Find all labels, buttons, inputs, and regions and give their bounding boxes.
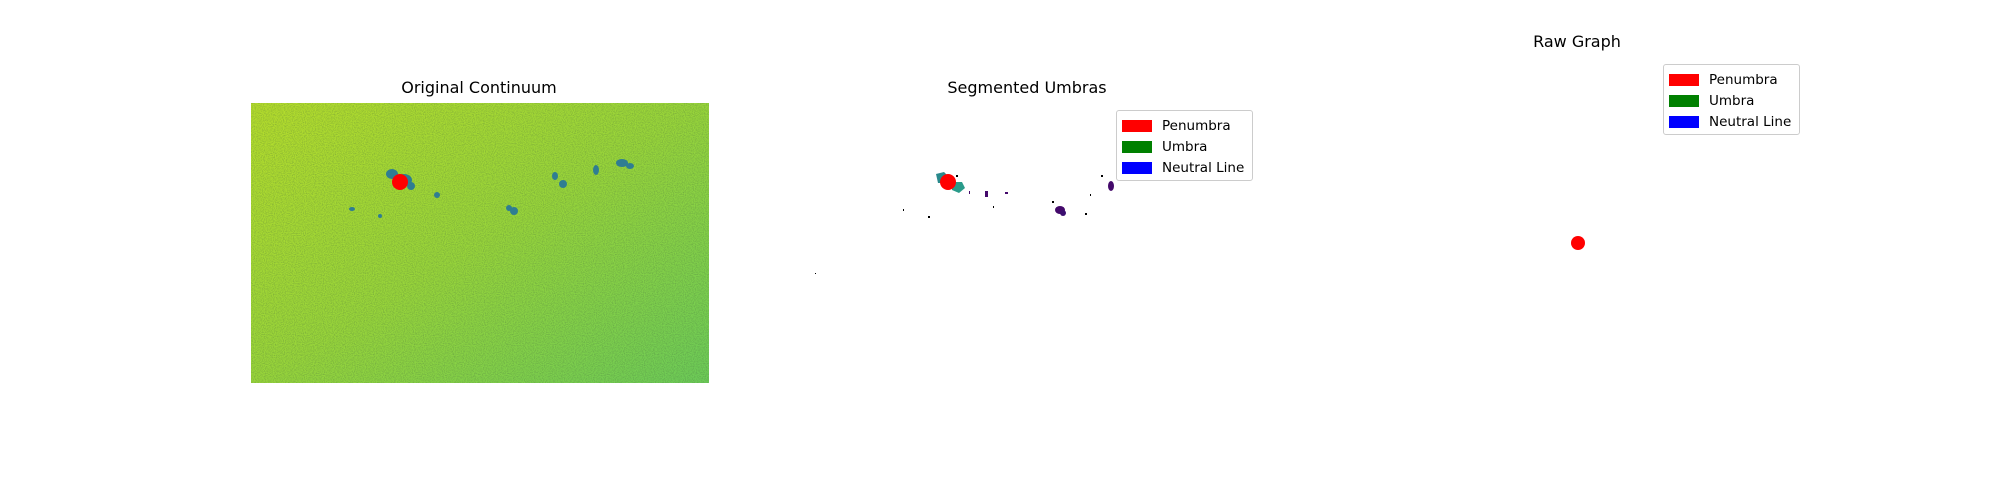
legend-label-penumbra: Penumbra xyxy=(1709,71,1778,88)
legend-swatch-penumbra xyxy=(1122,119,1152,132)
legend-swatch-umbra xyxy=(1669,94,1699,107)
raw-graph-penumbra-node xyxy=(1571,236,1585,250)
panel-title-segmented-umbras: Segmented Umbras xyxy=(947,78,1107,97)
continuum-image xyxy=(251,103,709,383)
legend-item-neutral-line: Neutral Line xyxy=(1122,157,1244,178)
legend-item-umbra: Umbra xyxy=(1122,136,1244,157)
panel-title-raw-graph: Raw Graph xyxy=(1533,32,1621,51)
continuum-penumbra-marker xyxy=(392,174,408,190)
legend-item-umbra: Umbra xyxy=(1669,90,1791,111)
legend-item-penumbra: Penumbra xyxy=(1669,69,1791,90)
legend-label-umbra: Umbra xyxy=(1709,92,1755,109)
legend-segmented-umbras: Penumbra Umbra Neutral Line xyxy=(1116,110,1254,181)
legend-label-neutral-line: Neutral Line xyxy=(1709,113,1792,130)
legend-swatch-neutral-line xyxy=(1669,115,1699,128)
legend-label-neutral-line: Neutral Line xyxy=(1162,159,1245,176)
legend-swatch-neutral-line xyxy=(1122,161,1152,174)
legend-item-neutral-line: Neutral Line xyxy=(1669,111,1791,132)
legend-swatch-penumbra xyxy=(1669,73,1699,86)
legend-label-umbra: Umbra xyxy=(1162,138,1208,155)
continuum-sunspots xyxy=(349,159,634,218)
legend-raw-graph: Penumbra Umbra Neutral Line xyxy=(1663,64,1801,135)
legend-item-penumbra: Penumbra xyxy=(1122,115,1244,136)
segmented-penumbra-marker xyxy=(940,174,956,190)
panel-title-original-continuum: Original Continuum xyxy=(401,78,557,97)
legend-swatch-umbra xyxy=(1122,140,1152,153)
segmented-umbras-map xyxy=(815,172,1172,274)
legend-label-penumbra: Penumbra xyxy=(1162,117,1231,134)
